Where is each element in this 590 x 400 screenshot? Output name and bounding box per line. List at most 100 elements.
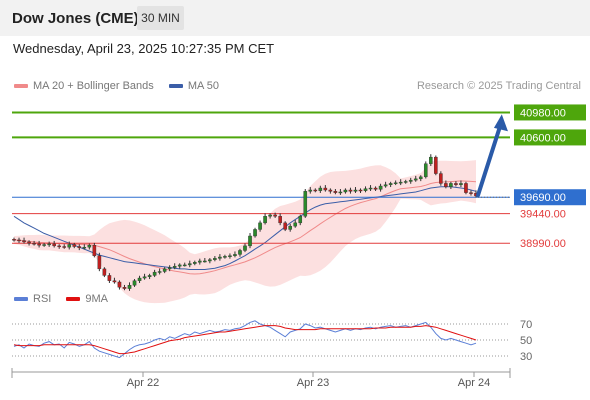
candle-body (373, 187, 378, 190)
candle-body (52, 243, 56, 247)
rsi-level-label-50: 50 (520, 335, 532, 347)
candle-body (112, 280, 117, 283)
candle-body (338, 191, 343, 194)
candle-body (187, 263, 192, 266)
candle-body (228, 255, 232, 257)
candle-body (177, 264, 182, 267)
ma20-swatch (14, 84, 28, 89)
header-bar: Dow Jones (CME) 30 MIN (0, 0, 590, 36)
candle-body (92, 244, 97, 256)
level-label-40980.00: 40980.00 (520, 107, 566, 119)
candle-body (273, 214, 277, 217)
candle-body (429, 156, 433, 164)
candle-body (32, 243, 36, 245)
legend-item-ma20: MA 20 + Bollinger Bands (14, 80, 154, 92)
candle-body (162, 268, 167, 272)
candle-body (132, 280, 137, 286)
candle-body (368, 187, 373, 190)
candle-body (97, 255, 102, 270)
level-box-40600.00 (514, 129, 586, 146)
candle-body (283, 222, 287, 230)
timestamp: Wednesday, April 23, 2025 10:27:35 PM CE… (13, 41, 275, 56)
candle-body (17, 239, 21, 242)
instrument-title: Dow Jones (CME) (12, 10, 139, 27)
level-box-39690.00 (514, 189, 586, 206)
candle-body (308, 189, 313, 192)
rsi-level-label-30: 30 (520, 351, 532, 363)
candle-body (87, 244, 92, 248)
candle-body (208, 259, 212, 262)
level-box-40980.00 (514, 104, 586, 121)
level-label-40600.00: 40600.00 (520, 132, 566, 144)
rsi-ma-line (13, 325, 477, 355)
main-legend: MA 20 + Bollinger Bands MA 50 (14, 80, 219, 92)
projection-arrow-head (493, 114, 508, 132)
legend-item-ma50: MA 50 (168, 80, 220, 92)
candle-body (464, 183, 468, 193)
candle-body (82, 246, 87, 249)
candle-body (253, 229, 257, 237)
level-label-39440.00: 39440.00 (520, 209, 566, 221)
candle-body (288, 225, 292, 230)
candle-body (238, 250, 242, 255)
ma50-line (13, 186, 477, 270)
candle-body (358, 189, 363, 192)
candle-body (122, 287, 127, 289)
candle-body (258, 222, 262, 230)
candle-body (303, 191, 308, 217)
legend-label-ma50: MA 50 (187, 80, 220, 92)
candle-body (444, 183, 448, 187)
candle-body (248, 235, 252, 247)
candle-body (233, 254, 237, 256)
candle-body (142, 276, 147, 279)
candle-body (102, 268, 107, 276)
candle-body (263, 216, 267, 224)
candle-body (343, 189, 348, 193)
legend-label-rsi: RSI (33, 293, 52, 305)
rsi-swatch (14, 297, 28, 302)
legend-label-rsi-ma: 9MA (85, 293, 109, 305)
candle-body (147, 275, 152, 277)
rsi-level-label-70: 70 (520, 319, 532, 331)
candle-body (398, 181, 403, 184)
candle-body (459, 183, 463, 185)
candle-body (328, 189, 333, 192)
candle-body (127, 285, 132, 289)
candle-body (393, 182, 398, 184)
candle-body (192, 262, 197, 264)
rsi-line (13, 320, 477, 359)
candle-body (27, 241, 31, 244)
candle-body (383, 184, 388, 187)
candle-body (198, 260, 202, 263)
candle-body (218, 256, 222, 259)
candle-body (213, 258, 217, 260)
candle-body (37, 243, 41, 246)
rsi-legend: RSI 9MA (14, 293, 108, 305)
candle-body (22, 240, 26, 243)
candle-body (323, 187, 328, 191)
candle-body (298, 216, 303, 224)
candle-body (72, 244, 77, 247)
candle-body (439, 173, 443, 184)
copyright-text: Research © 2025 Trading Central (416, 80, 581, 92)
candle-body (403, 181, 408, 183)
candle-body (77, 246, 82, 249)
interval-button[interactable]: 30 MIN (137, 6, 184, 30)
candle-body (137, 277, 142, 281)
level-label-38990.00: 38990.00 (520, 238, 566, 250)
bollinger-band (14, 160, 476, 304)
projection-arrow-shaft (476, 124, 502, 198)
level-label-39690.00: 39690.00 (520, 192, 566, 204)
x-tick-label: Apr 22 (127, 377, 159, 389)
candle-body (454, 183, 458, 185)
candle-body (268, 214, 272, 217)
candle-body (67, 244, 72, 248)
candle-body (107, 275, 112, 281)
ma50-swatch (168, 84, 183, 89)
candle-body (293, 222, 298, 227)
candle-body (47, 243, 51, 246)
candle-body (157, 271, 162, 273)
candle-body (117, 281, 122, 288)
candle-body (313, 189, 318, 192)
